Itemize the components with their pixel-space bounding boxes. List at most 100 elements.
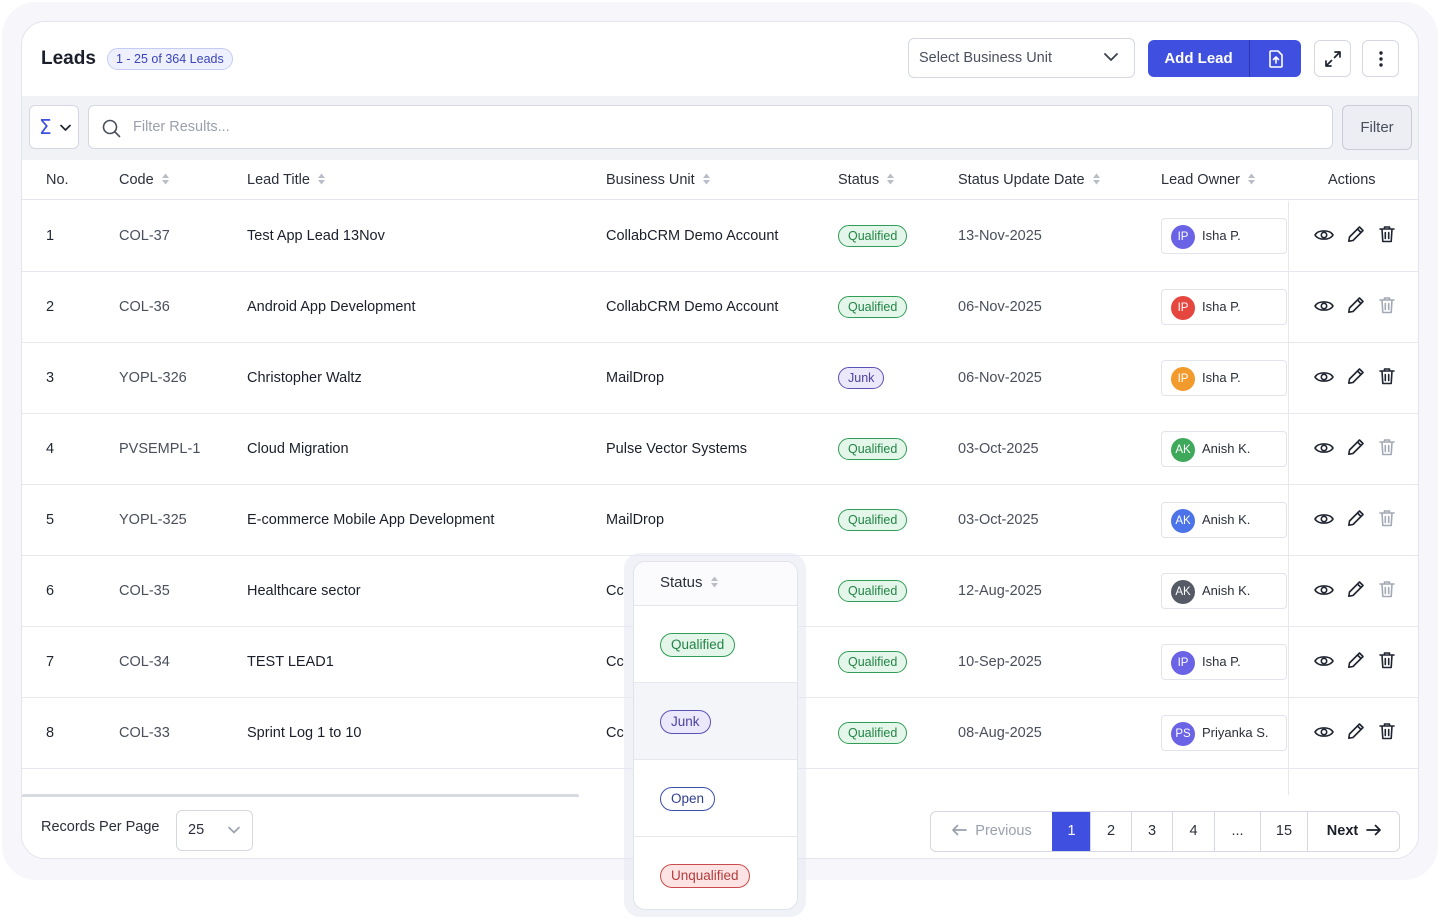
owner-name: Isha P. xyxy=(1202,299,1241,314)
status-badge[interactable]: Qualified xyxy=(838,722,908,744)
business-unit-select[interactable]: Select Business Unit xyxy=(908,38,1135,78)
more-options-button[interactable] xyxy=(1362,40,1399,77)
lead-owner[interactable]: IP Isha P. xyxy=(1161,218,1287,254)
trash-icon[interactable] xyxy=(1379,651,1395,674)
pencil-icon[interactable] xyxy=(1347,651,1365,674)
row-actions xyxy=(1288,485,1418,555)
lead-owner[interactable]: IP Isha P. xyxy=(1161,289,1287,325)
trash-icon[interactable] xyxy=(1379,509,1395,532)
lead-title[interactable]: Test App Lead 13Nov xyxy=(247,228,385,244)
pencil-icon[interactable] xyxy=(1347,438,1365,461)
eye-icon[interactable] xyxy=(1314,583,1334,602)
arrow-right-icon xyxy=(1366,824,1382,836)
lead-title[interactable]: Sprint Log 1 to 10 xyxy=(247,725,362,741)
arrow-left-icon xyxy=(952,824,968,836)
page-button-4[interactable]: 4 xyxy=(1172,812,1214,851)
page-button-15[interactable]: 15 xyxy=(1260,812,1307,851)
lead-owner[interactable]: IP Isha P. xyxy=(1161,360,1287,396)
row-actions xyxy=(1288,343,1418,413)
aggregate-dropdown[interactable]: Σ xyxy=(29,105,79,149)
column-header-status-update-date[interactable]: Status Update Date xyxy=(958,160,1101,200)
status-option-open[interactable]: Open xyxy=(634,760,797,837)
avatar: AK xyxy=(1171,580,1195,604)
status-badge[interactable]: Qualified xyxy=(838,296,908,318)
card-header: Leads 1 - 25 of 364 Leads Select Busines… xyxy=(22,22,1418,96)
pencil-icon[interactable] xyxy=(1347,580,1365,603)
business-unit: MailDrop xyxy=(606,512,665,528)
status-option-qualified[interactable]: Qualified xyxy=(634,606,797,683)
previous-page-button[interactable]: Previous xyxy=(931,812,1052,851)
table-row[interactable]: 5 YOPL-325 E-commerce Mobile App Developme… xyxy=(22,485,1418,556)
lead-title[interactable]: Christopher Waltz xyxy=(247,370,362,386)
pencil-icon[interactable] xyxy=(1347,225,1365,248)
trash-icon[interactable] xyxy=(1379,438,1395,461)
lead-title[interactable]: Cloud Migration xyxy=(247,441,349,457)
expand-icon xyxy=(1324,50,1341,67)
trash-icon[interactable] xyxy=(1379,367,1395,390)
status-option-junk[interactable]: Junk xyxy=(634,683,797,760)
column-header-code[interactable]: Code xyxy=(119,160,170,200)
column-header-lead-owner[interactable]: Lead Owner xyxy=(1161,160,1256,200)
eye-icon[interactable] xyxy=(1314,654,1334,673)
pencil-icon[interactable] xyxy=(1347,296,1365,319)
status-dropdown-title: Status xyxy=(660,562,719,604)
page-button-1[interactable]: 1 xyxy=(1052,812,1090,851)
status-badge[interactable]: Junk xyxy=(838,367,885,389)
lead-owner[interactable]: AK Anish K. xyxy=(1161,431,1287,467)
pencil-icon[interactable] xyxy=(1347,722,1365,745)
lead-title[interactable]: TEST LEAD1 xyxy=(247,654,334,670)
lead-title[interactable]: E-commerce Mobile App Development xyxy=(247,512,495,528)
lead-owner[interactable]: AK Anish K. xyxy=(1161,573,1287,609)
eye-icon[interactable] xyxy=(1314,299,1334,318)
lead-owner[interactable]: PS Priyanka S. xyxy=(1161,715,1287,751)
page-button-3[interactable]: 3 xyxy=(1131,812,1172,851)
avatar: AK xyxy=(1171,509,1195,533)
filter-button[interactable]: Filter xyxy=(1342,105,1412,150)
status-update-date: 12-Aug-2025 xyxy=(958,583,1042,599)
eye-icon[interactable] xyxy=(1314,441,1334,460)
pencil-icon[interactable] xyxy=(1347,367,1365,390)
fullscreen-button[interactable] xyxy=(1314,40,1351,77)
horizontal-scrollbar[interactable] xyxy=(22,794,579,798)
table-row[interactable]: 2 COL-36 Android App Development CollabCRM … xyxy=(22,272,1418,343)
upload-lead-button[interactable] xyxy=(1250,40,1301,77)
pencil-icon[interactable] xyxy=(1347,509,1365,532)
sort-icon xyxy=(710,576,718,588)
eye-icon[interactable] xyxy=(1314,512,1334,531)
table-row[interactable]: 4 PVSEMPL-1 Cloud Migration Pulse Vector Sy… xyxy=(22,414,1418,485)
lead-owner[interactable]: IP Isha P. xyxy=(1161,644,1287,680)
table-row[interactable]: 1 COL-37 Test App Lead 13Nov CollabCRM Demo… xyxy=(22,201,1418,272)
row-actions xyxy=(1288,272,1418,342)
next-page-button[interactable]: Next xyxy=(1307,812,1399,851)
trash-icon[interactable] xyxy=(1379,225,1395,248)
column-header-business-unit[interactable]: Business Unit xyxy=(606,160,711,200)
status-badge[interactable]: Qualified xyxy=(838,225,908,247)
status-option-unqualified[interactable]: Unqualified xyxy=(634,837,797,909)
eye-icon[interactable] xyxy=(1314,228,1334,247)
lead-title[interactable]: Healthcare sector xyxy=(247,583,361,599)
column-header-status[interactable]: Status xyxy=(838,160,895,200)
status-badge[interactable]: Qualified xyxy=(838,438,908,460)
trash-icon[interactable] xyxy=(1379,580,1395,603)
status-badge[interactable]: Qualified xyxy=(838,580,908,602)
avatar: IP xyxy=(1171,367,1195,391)
trash-icon[interactable] xyxy=(1379,722,1395,745)
status-update-date: 06-Nov-2025 xyxy=(958,370,1042,386)
status-badge[interactable]: Qualified xyxy=(838,509,908,531)
page-button-2[interactable]: 2 xyxy=(1090,812,1131,851)
search-input[interactable] xyxy=(88,105,1333,149)
eye-icon[interactable] xyxy=(1314,725,1334,744)
lead-owner[interactable]: AK Anish K. xyxy=(1161,502,1287,538)
owner-name: Isha P. xyxy=(1202,654,1241,669)
status-badge[interactable]: Qualified xyxy=(838,651,908,673)
table-row[interactable]: 3 YOPL-326 Christopher Waltz MailDrop Junk 06… xyxy=(22,343,1418,414)
business-unit: Pulse Vector Systems xyxy=(606,441,748,457)
lead-code: COL-34 xyxy=(119,654,170,670)
button-divider xyxy=(1249,40,1250,77)
records-per-page-select[interactable]: 25 xyxy=(176,810,253,851)
column-header-lead-title[interactable]: Lead Title xyxy=(247,160,326,200)
trash-icon[interactable] xyxy=(1379,296,1395,319)
eye-icon[interactable] xyxy=(1314,370,1334,389)
lead-title[interactable]: Android App Development xyxy=(247,299,416,315)
add-lead-button[interactable]: Add Lead xyxy=(1164,50,1233,67)
